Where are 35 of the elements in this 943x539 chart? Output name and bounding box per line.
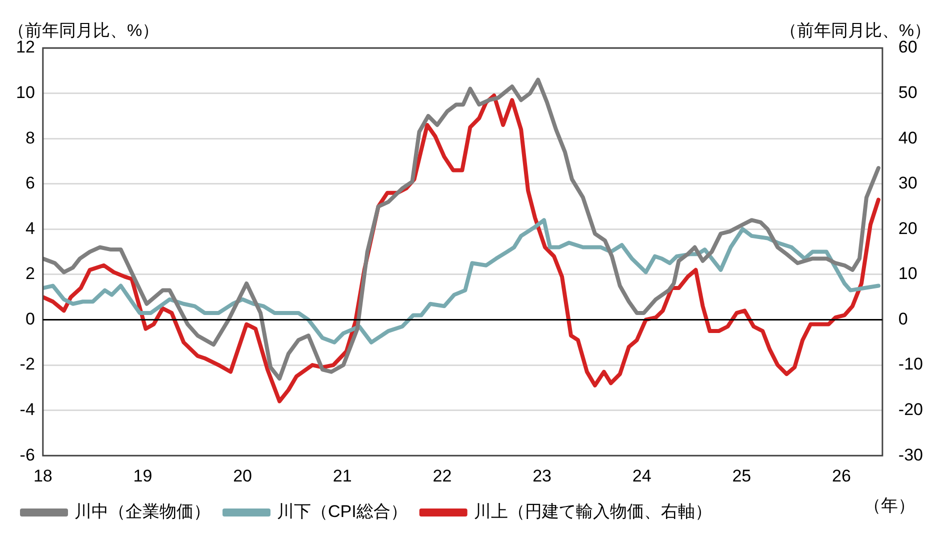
y2-tick-label: 20 xyxy=(898,218,918,238)
x-tick-label: 25 xyxy=(732,466,752,486)
x-tick-label: 19 xyxy=(133,466,152,486)
x-tick-label: 20 xyxy=(233,466,252,486)
y2-tick-label: 0 xyxy=(898,309,908,328)
y-tick-label: 8 xyxy=(25,128,35,148)
x-tick-label: 22 xyxy=(432,466,452,486)
x-axis-title: （年） xyxy=(864,496,915,515)
x-tick-label: 26 xyxy=(832,466,851,486)
y2-tick-label: -20 xyxy=(898,400,924,419)
y2-tick-label: 50 xyxy=(898,82,918,102)
y-axis-title: （前年同月比、%） xyxy=(8,21,160,40)
y-tick-label: 10 xyxy=(16,82,35,102)
y2-tick-label: 60 xyxy=(898,38,918,57)
y2-tick-label: 30 xyxy=(898,174,918,193)
y2-tick-label: 40 xyxy=(898,128,918,148)
y-tick-label: 0 xyxy=(25,309,35,328)
y-tick-label: 12 xyxy=(16,38,35,57)
y2-tick-label: -30 xyxy=(898,445,924,464)
y-tick-label: -2 xyxy=(20,354,35,374)
legend-label: 川上（円建て輸入物価、右軸） xyxy=(474,502,712,522)
legend-label: 川中（企業物価） xyxy=(74,502,210,522)
y2-axis-title: （前年同月比、%） xyxy=(780,21,931,40)
x-tick-label: 21 xyxy=(332,466,352,486)
y2-tick-label: -10 xyxy=(898,354,924,374)
x-tick-label: 23 xyxy=(532,466,552,486)
y-tick-label: -4 xyxy=(20,400,35,419)
y-tick-label: 2 xyxy=(25,264,35,284)
y-tick-label: -6 xyxy=(20,445,35,464)
x-tick-label: 18 xyxy=(33,466,52,486)
y-tick-label: 4 xyxy=(25,218,35,238)
legend-label: 川下（CPI総合） xyxy=(277,502,408,522)
y2-tick-label: 10 xyxy=(898,264,918,284)
y-tick-label: 6 xyxy=(25,174,35,193)
x-tick-label: 24 xyxy=(632,466,652,486)
